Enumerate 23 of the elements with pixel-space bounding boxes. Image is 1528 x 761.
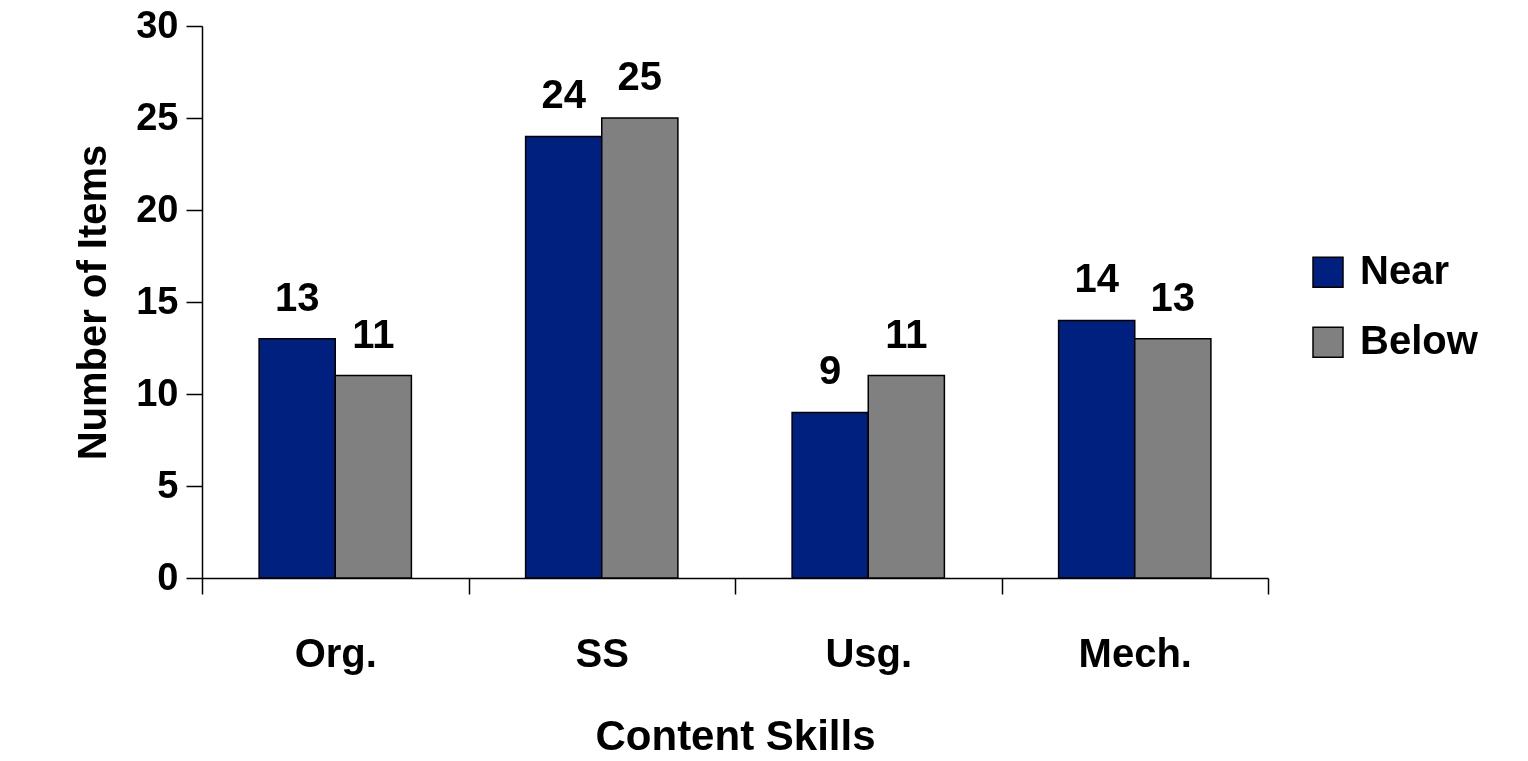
data-label: 11 [885, 311, 928, 356]
x-tick-label: Mech. [1078, 630, 1192, 675]
data-label: 14 [1074, 256, 1120, 301]
data-label: 13 [274, 274, 320, 319]
y-tick-label: 5 [157, 463, 179, 506]
data-label: 9 [819, 348, 842, 393]
y-tick-label: 10 [136, 371, 179, 414]
x-tick-label: Usg. [825, 630, 913, 675]
data-label: 11 [352, 311, 395, 356]
x-tick-label: SS [575, 630, 629, 675]
y-tick-label: 15 [136, 279, 179, 322]
x-axis-title: Content Skills [595, 711, 876, 759]
x-tick-label: Org. [294, 630, 377, 675]
y-tick-label: 25 [136, 95, 179, 138]
legend-label: Near [1360, 248, 1449, 293]
y-tick-label: 0 [157, 555, 179, 598]
data-label: 25 [617, 54, 663, 98]
y-axis-title: Number of Items [70, 144, 115, 461]
data-label: 24 [541, 72, 587, 117]
y-tick-label: 20 [136, 187, 179, 230]
legend-label: Below [1360, 318, 1479, 363]
data-label: 13 [1150, 274, 1196, 319]
y-tick-label: 30 [136, 3, 179, 46]
